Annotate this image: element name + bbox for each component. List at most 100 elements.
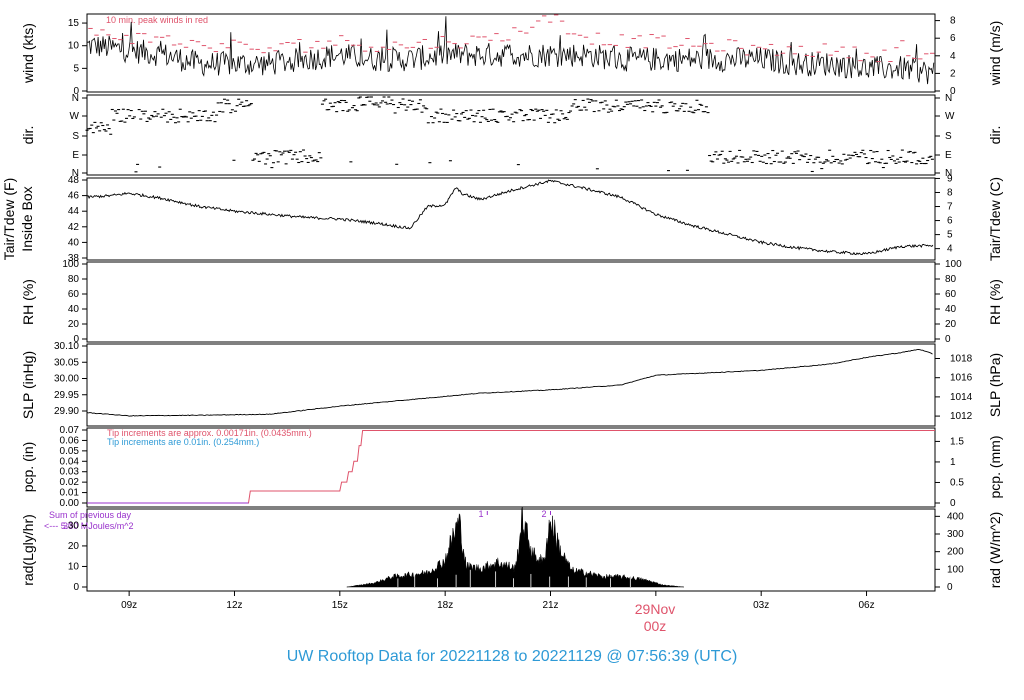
rh-right-tick-label: 80 bbox=[945, 274, 957, 285]
slp-left-tick-label: 30.00 bbox=[54, 374, 79, 385]
slp-left-tick-label: 29.95 bbox=[54, 390, 79, 401]
rh-right-tick-label: 0 bbox=[945, 334, 951, 345]
pcp-note-approx: Tip increments are approx. 0.00171in. (0… bbox=[107, 428, 312, 438]
slp-right-label: SLP (hPa) bbox=[987, 353, 1003, 417]
dir-right-tick-label: N bbox=[945, 168, 952, 179]
wind-right-tick-label: 4 bbox=[950, 51, 956, 62]
rad-right-tick-label: 400 bbox=[947, 511, 964, 522]
dir-left-tick-label: S bbox=[72, 131, 79, 142]
temp-right-tick-label: 7 bbox=[947, 202, 953, 213]
wind-left-tick-label: 5 bbox=[73, 63, 79, 74]
pcp-left-tick-label: 0.01 bbox=[60, 488, 80, 499]
pcp-left-tick-label: 0.04 bbox=[60, 456, 80, 467]
rad-left-tick-label: 0 bbox=[73, 582, 79, 593]
dir-right-tick-label: N bbox=[945, 93, 952, 104]
temp-left-tick-label: 40 bbox=[68, 237, 80, 248]
pcp-right-tick-label: 0 bbox=[950, 498, 956, 509]
pcp-left-tick-label: 0.06 bbox=[60, 435, 80, 446]
slp-panel-frame bbox=[86, 343, 936, 427]
pcp-right-label: pcp. (mm) bbox=[987, 436, 1003, 499]
wind-speed-series bbox=[86, 16, 935, 85]
rad-note-overlap-tick: 30 bbox=[63, 521, 73, 531]
x-tick-label: 15z bbox=[332, 600, 348, 611]
temp-right-tick-label: 6 bbox=[947, 216, 953, 227]
rad-left-tick-label: 30 bbox=[68, 520, 80, 531]
rad-left-tick-label: 10 bbox=[68, 561, 80, 572]
wind-peak-note: 10 min. peak winds in red bbox=[106, 15, 208, 25]
temp-right-tick-label: 4 bbox=[947, 244, 953, 255]
pcp-left-tick-label: 0.03 bbox=[60, 467, 80, 478]
pressure-series bbox=[86, 349, 933, 417]
x-tick-label: 12z bbox=[226, 600, 242, 611]
wind-right-tick-label: 8 bbox=[950, 16, 956, 27]
dir-left-tick-label: W bbox=[70, 111, 80, 122]
rh-left-tick-label: 100 bbox=[62, 259, 79, 270]
pcp-left-tick-label: 0.00 bbox=[60, 498, 80, 509]
dir-right-tick-label: W bbox=[945, 111, 955, 122]
pcp-left-label: pcp. (in) bbox=[20, 442, 36, 493]
rh-panel-frame bbox=[86, 261, 936, 343]
pcp-left-tick-label: 0.02 bbox=[60, 477, 80, 488]
slp-right-tick-label: 1018 bbox=[950, 353, 973, 364]
precip-accum-series bbox=[87, 430, 935, 504]
temp-left-tick-label: 44 bbox=[68, 206, 80, 217]
wind-left-tick-label: 0 bbox=[73, 86, 79, 97]
rad-right-label: rad (W/m^2) bbox=[987, 512, 1003, 589]
temp-left-tick-label: 48 bbox=[68, 175, 80, 186]
rh-right-tick-label: 60 bbox=[945, 289, 957, 300]
rh-left-tick-label: 60 bbox=[68, 289, 80, 300]
rh-left-tick-label: 20 bbox=[68, 319, 80, 330]
slp-left-tick-label: 30.05 bbox=[54, 357, 79, 368]
temperature-series bbox=[86, 179, 934, 256]
wind-panel-frame bbox=[86, 13, 936, 93]
temp-left-tick-label: 38 bbox=[68, 253, 80, 264]
rad-right-tick-label: 200 bbox=[947, 547, 964, 558]
temp-right-tick-label: 5 bbox=[947, 230, 953, 241]
wind-right-tick-label: 0 bbox=[950, 86, 956, 97]
wind-left-tick-label: 10 bbox=[68, 41, 80, 52]
pcp-right-tick-label: 0.5 bbox=[950, 477, 964, 488]
dir-right-tick-label: S bbox=[945, 131, 952, 142]
rh-right-tick-label: 40 bbox=[945, 304, 957, 315]
rh-right-tick-label: 20 bbox=[945, 319, 957, 330]
rad-note-joules: <--- 5.30 MJoules/m^2 bbox=[44, 521, 134, 531]
rad-marker-1: 1 bbox=[478, 509, 483, 519]
x-tick-label: 03z bbox=[753, 600, 769, 611]
rooftop-weather-chart: wind (kts) wind (m/s) dir. dir. Tair/Tde… bbox=[1, 13, 1003, 634]
slp-left-tick-label: 30.10 bbox=[54, 341, 79, 352]
rh-left-tick-label: 80 bbox=[68, 274, 80, 285]
dir-left-tick-label: E bbox=[72, 150, 79, 161]
wind-left-label: wind (kts) bbox=[20, 23, 36, 84]
pcp-right-tick-label: 1 bbox=[950, 457, 956, 468]
rad-right-tick-label: 100 bbox=[947, 564, 964, 575]
pcp-left-tick-label: 0.05 bbox=[60, 446, 80, 457]
slp-right-tick-label: 1014 bbox=[950, 392, 973, 403]
rad-right-tick-label: 300 bbox=[947, 529, 964, 540]
pcp-panel-frame bbox=[86, 427, 936, 508]
slp-right-tick-label: 1012 bbox=[950, 411, 973, 422]
date-hour-label: 00z bbox=[644, 618, 667, 634]
x-tick-label: 21z bbox=[542, 600, 558, 611]
dir-left-tick-label: N bbox=[72, 93, 79, 104]
wind-right-tick-label: 2 bbox=[950, 68, 956, 79]
date-label: 29Nov bbox=[635, 601, 675, 617]
rad-panel-frame bbox=[86, 508, 936, 592]
x-tick-label: 09z bbox=[121, 600, 137, 611]
slp-left-label: SLP (inHg) bbox=[20, 351, 36, 419]
x-tick-label: 18z bbox=[437, 600, 453, 611]
temp-right-tick-label: 9 bbox=[947, 173, 953, 184]
temp-left-tick-label: 46 bbox=[68, 191, 80, 202]
wind-left-tick-label: 15 bbox=[68, 18, 80, 29]
rad-left-label: rad(Lgly/hr) bbox=[20, 514, 36, 586]
rh-left-tick-label: 0 bbox=[73, 334, 79, 345]
chart-title: UW Rooftop Data for 20221128 to 20221129… bbox=[286, 648, 738, 665]
temp-left-label-1: Tair/Tdew (F) bbox=[1, 178, 17, 260]
wind-right-label: wind (m/s) bbox=[987, 21, 1003, 87]
rad-left-tick-label: 20 bbox=[68, 541, 80, 552]
rh-right-tick-label: 100 bbox=[945, 259, 962, 270]
rad-marker-2: 2 bbox=[541, 509, 546, 519]
dir-right-label: dir. bbox=[987, 126, 1003, 145]
temp-left-tick-label: 42 bbox=[68, 222, 80, 233]
